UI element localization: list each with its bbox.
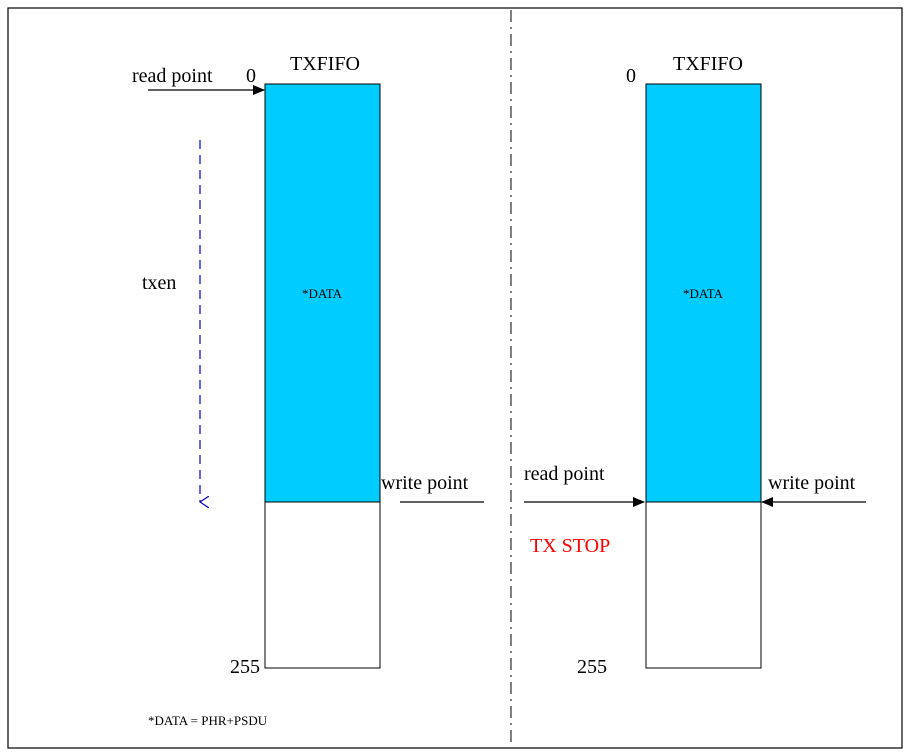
right-top-index: 0	[626, 65, 636, 87]
left-panel: TXFIFO read point 0 *DATA 255 txen write…	[132, 53, 484, 678]
txen-label: txen	[142, 272, 176, 294]
left-fifo-title: TXFIFO	[290, 53, 360, 75]
right-fifo-title: TXFIFO	[673, 53, 743, 75]
left-top-index: 0	[246, 65, 256, 87]
left-write-point-label: write point	[381, 472, 469, 494]
left-bottom-index: 255	[230, 656, 260, 678]
right-bottom-index: 255	[577, 656, 607, 678]
right-fifo-empty-region	[645, 501, 762, 669]
right-write-point-label: write point	[768, 472, 856, 494]
left-fifo-data-region	[264, 83, 381, 503]
right-data-label: *DATA	[683, 286, 724, 301]
footnote: *DATA = PHR+PSDU	[148, 713, 268, 728]
left-read-point-label: read point	[132, 65, 213, 87]
right-read-point-label: read point	[524, 463, 605, 485]
tx-stop-label: TX STOP	[530, 535, 610, 557]
left-data-label: *DATA	[302, 286, 343, 301]
left-fifo-empty-region	[264, 501, 381, 669]
right-fifo-data-region	[645, 83, 762, 503]
right-panel: TXFIFO 0 *DATA 255 read point write poin…	[524, 53, 866, 678]
outer-frame	[7, 7, 903, 749]
